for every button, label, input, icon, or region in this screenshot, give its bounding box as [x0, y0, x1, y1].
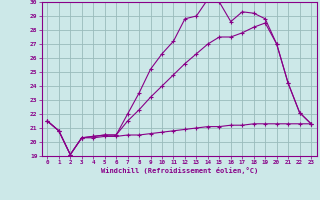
X-axis label: Windchill (Refroidissement éolien,°C): Windchill (Refroidissement éolien,°C) — [100, 167, 258, 174]
